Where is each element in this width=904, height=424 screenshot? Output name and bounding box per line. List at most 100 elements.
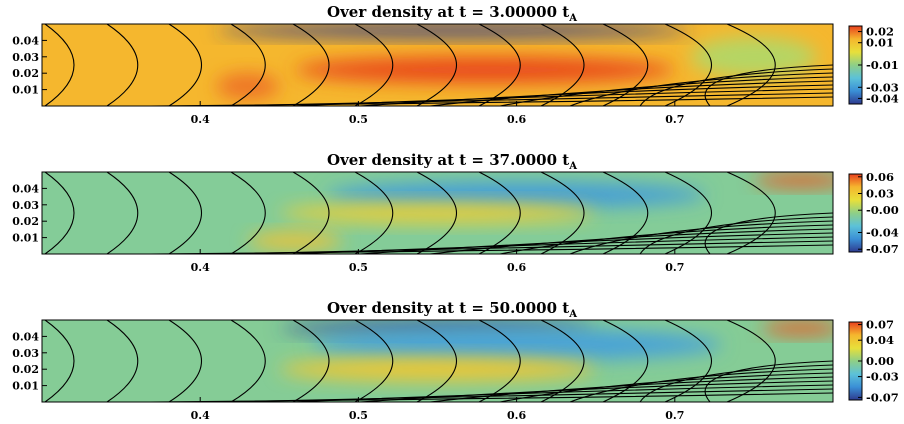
panel-2: Over density at t = 37.0000 tA 0.4 0.5 0.6 0… [12, 151, 899, 274]
y-tick-label: 0.03 [12, 51, 39, 64]
x-tick-label: 0.7 [665, 409, 684, 422]
x-tick-label: 0.4 [191, 261, 210, 274]
colorbar-tick-label: -0.04 [866, 226, 899, 240]
field-line [44, 172, 75, 254]
field-line [726, 172, 776, 254]
panel-title-subscript: A [568, 161, 577, 172]
colorbar-tick-label: -0.01 [866, 58, 899, 72]
x-tick-label: 0.7 [665, 261, 684, 274]
density-feature-2 [216, 73, 280, 100]
field-line [478, 24, 521, 106]
density-feature-2 [279, 203, 596, 223]
y-tick-label: 0.02 [12, 67, 39, 80]
x-tick-label: 0.4 [191, 409, 210, 422]
field-line [499, 372, 833, 402]
y-tick-label: 0.01 [12, 380, 39, 393]
x-tick-label: 0.4 [191, 113, 210, 126]
density-feature-3 [216, 24, 691, 38]
y-tick-label: 0.04 [12, 330, 39, 343]
field-line [478, 172, 521, 254]
field-line [292, 320, 330, 402]
field-line [639, 364, 833, 402]
panel-title-text: Over density at t = 3.00000 t [327, 3, 569, 21]
colorbar-tick-label: 0.03 [866, 187, 894, 201]
field-lines [44, 172, 833, 254]
y-tick-label: 0.03 [12, 347, 39, 360]
heatmap-field [42, 172, 833, 254]
heatmap-field [42, 320, 833, 402]
density-feature-4 [753, 173, 833, 187]
y-tick-label: 0.01 [12, 84, 39, 97]
colorbar-tick-label: 0.04 [866, 333, 894, 347]
x-tick-label: 0.7 [665, 113, 684, 126]
panel-title-subscript: A [568, 309, 577, 320]
panel-title: Over density at t = 50.0000 tA [327, 299, 577, 320]
field-line [704, 360, 833, 402]
field-line [569, 220, 833, 254]
field-line [478, 320, 521, 402]
field-line [106, 320, 139, 402]
colorbar-tick-label: -0.00 [866, 203, 899, 217]
field-line [230, 320, 266, 402]
panel-title: Over density at t = 3.00000 tA [327, 3, 577, 24]
field-line [726, 320, 776, 402]
colorbar-tick-label: 0.00 [866, 354, 894, 368]
field-line [416, 320, 457, 402]
density-feature-3 [279, 357, 596, 381]
plot-frame [41, 171, 834, 255]
panel-1: Over density at t = 3.00000 tA 0.4 0.5 0.6 0… [12, 3, 899, 126]
density-feature-3 [247, 232, 343, 250]
field-line [230, 172, 266, 254]
panel-title-subscript: A [568, 13, 577, 24]
density-feature-2 [310, 328, 723, 361]
field-line [416, 24, 457, 106]
field-line [106, 172, 139, 254]
field-line [219, 240, 833, 254]
density-feature-1 [295, 56, 675, 84]
field-line [44, 24, 75, 106]
field-line [639, 68, 833, 106]
field-line [292, 24, 330, 106]
y-tick-label: 0.03 [12, 199, 39, 212]
y-tick-label: 0.02 [12, 363, 39, 376]
field-line [602, 320, 649, 402]
colorbar [848, 173, 863, 253]
field-line [219, 388, 833, 402]
colorbar-tick-label: -0.07 [866, 390, 899, 404]
panel-title-text: Over density at t = 37.0000 t [327, 151, 569, 169]
field-line [726, 24, 776, 106]
field-line [602, 24, 649, 106]
x-tick-label: 0.5 [349, 409, 368, 422]
y-tick-label: 0.04 [12, 34, 39, 47]
field-line [354, 320, 394, 402]
field-line [602, 172, 649, 254]
x-tick-label: 0.5 [349, 113, 368, 126]
plot-frame [41, 23, 834, 107]
field-line [354, 172, 394, 254]
colorbar-tick-label: 0.01 [866, 36, 894, 50]
x-tick-label: 0.6 [507, 261, 526, 274]
field-line [292, 172, 330, 254]
field-lines [44, 320, 833, 402]
plot-frame [41, 319, 834, 403]
colorbar-tick-label: 0.06 [866, 170, 894, 184]
field-line [569, 368, 833, 402]
colorbar-tick-label: -0.03 [866, 370, 899, 384]
colorbar-tick-label: -0.07 [866, 242, 899, 256]
density-feature-4 [690, 37, 818, 77]
density-feature-1 [326, 181, 707, 209]
heatmap-field [42, 24, 833, 106]
panel-3: Over density at t = 50.0000 tA 0.4 0.5 0.6 0… [12, 299, 899, 422]
field-line [354, 24, 394, 106]
field-line [499, 76, 833, 106]
field-line [704, 212, 833, 254]
field-line [499, 224, 833, 254]
field-line [230, 24, 266, 106]
field-line [704, 64, 833, 106]
panel-title: Over density at t = 37.0000 tA [327, 151, 577, 172]
field-line [569, 72, 833, 106]
field-line [168, 172, 203, 254]
colorbar-tick-label: 0.07 [866, 318, 894, 332]
colorbar-tick-label: -0.04 [866, 91, 899, 105]
